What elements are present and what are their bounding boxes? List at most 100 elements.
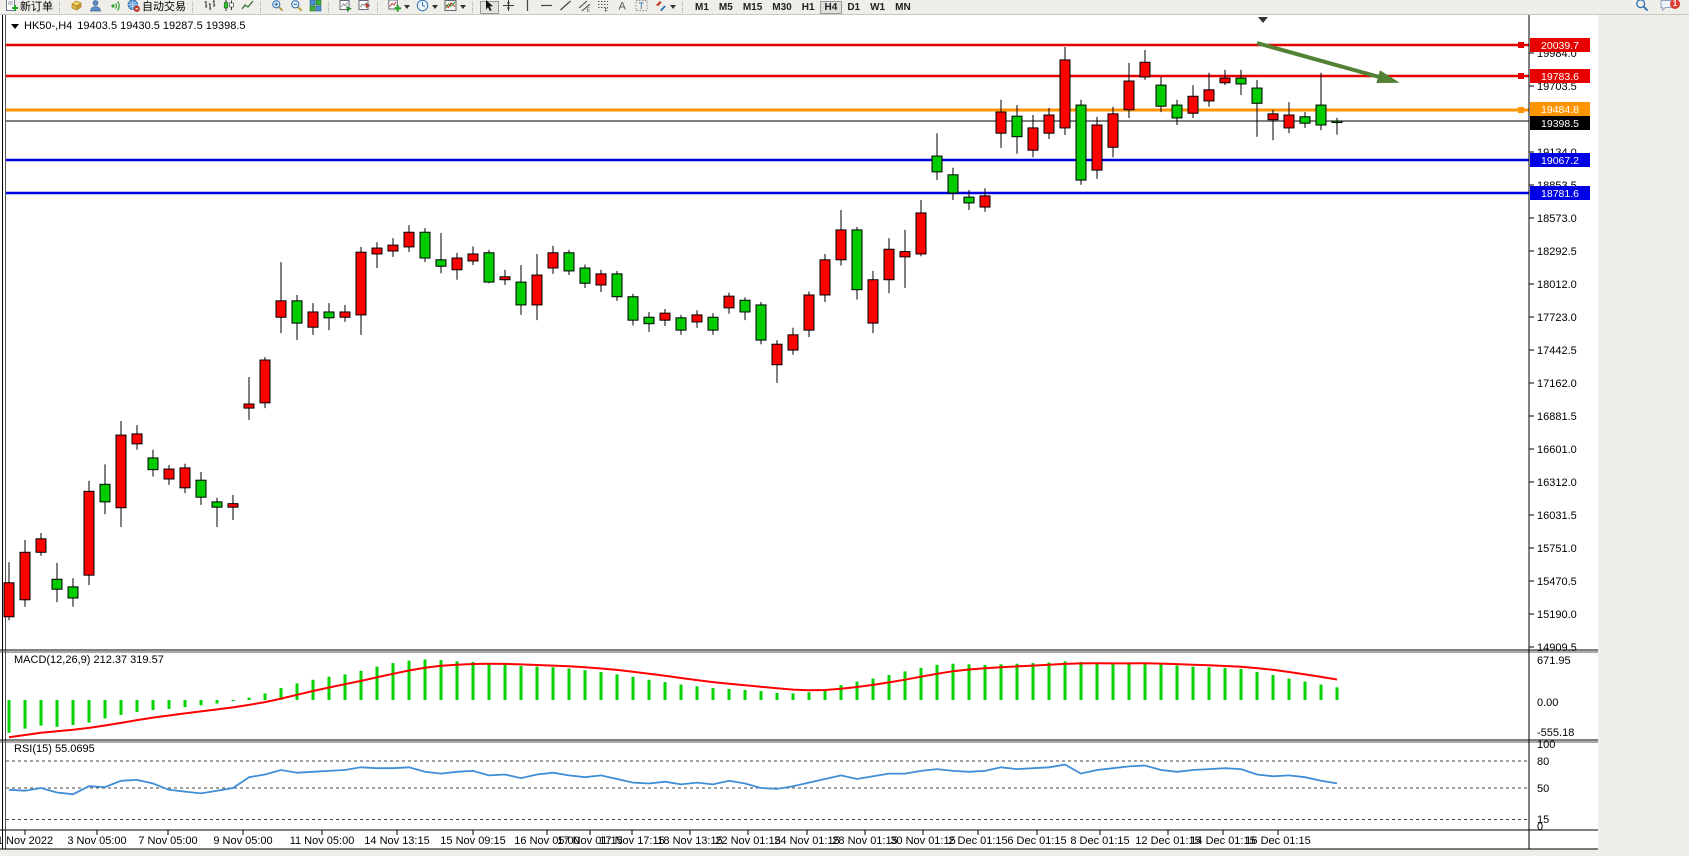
search-button[interactable] bbox=[1632, 0, 1652, 14]
rsi-panel bbox=[6, 760, 1529, 820]
candle bbox=[835, 229, 847, 261]
tf-m1-button[interactable]: M1 bbox=[690, 1, 714, 14]
svg-text:20039.7: 20039.7 bbox=[1541, 40, 1579, 52]
shapes-button[interactable] bbox=[651, 0, 679, 16]
contacts-button[interactable] bbox=[86, 0, 105, 16]
tf-w1-button[interactable]: W1 bbox=[865, 1, 890, 14]
channel-button[interactable]: E bbox=[575, 0, 594, 16]
line-handle[interactable] bbox=[1518, 73, 1524, 79]
periods-button[interactable] bbox=[413, 0, 441, 14]
candle bbox=[1075, 104, 1087, 181]
trendline-button[interactable] bbox=[556, 0, 575, 14]
indicators-button[interactable] bbox=[385, 0, 413, 16]
signal-icon bbox=[108, 0, 121, 16]
bar-chart-icon bbox=[203, 0, 216, 16]
line-chart-button[interactable] bbox=[238, 0, 257, 14]
tf-h1-button-label: H1 bbox=[801, 1, 815, 13]
candle bbox=[499, 276, 511, 281]
chart-shift-marker[interactable] bbox=[1258, 17, 1268, 23]
candle bbox=[1155, 84, 1167, 107]
svg-text:0: 0 bbox=[1537, 821, 1543, 833]
svg-text:19067.2: 19067.2 bbox=[1541, 155, 1579, 167]
candle bbox=[931, 155, 943, 173]
svg-text:3 Nov 05:00: 3 Nov 05:00 bbox=[67, 835, 126, 847]
person-icon bbox=[89, 0, 102, 16]
tf-mn-button[interactable]: MN bbox=[890, 1, 916, 14]
svg-text:17723.0: 17723.0 bbox=[1537, 312, 1577, 324]
candle bbox=[1315, 104, 1327, 126]
candle bbox=[1043, 114, 1055, 134]
zoom-out-button[interactable] bbox=[287, 0, 306, 14]
tile-windows-button[interactable] bbox=[306, 0, 325, 14]
svg-text:6 Dec 01:15: 6 Dec 01:15 bbox=[1007, 835, 1066, 847]
svg-text:19398.5: 19398.5 bbox=[1541, 118, 1579, 130]
market-button[interactable] bbox=[67, 0, 86, 14]
svg-text:E: E bbox=[587, 7, 591, 12]
crosshair-button[interactable] bbox=[499, 0, 518, 14]
candle bbox=[787, 334, 799, 351]
auto-trading-button[interactable]: 自动交易 bbox=[124, 0, 189, 16]
svg-text:17 Nov 01:15: 17 Nov 01:15 bbox=[557, 835, 622, 847]
candle bbox=[1203, 89, 1215, 102]
tf-h4-button[interactable]: H4 bbox=[819, 0, 843, 14]
hline-icon bbox=[540, 0, 553, 16]
toolbar-separator bbox=[328, 1, 333, 13]
candle bbox=[275, 300, 287, 318]
svg-text:A: A bbox=[619, 0, 627, 12]
globe-icon bbox=[127, 0, 140, 16]
signals-button[interactable] bbox=[105, 0, 124, 16]
svg-text:15470.5: 15470.5 bbox=[1537, 576, 1577, 588]
tf-h1-button[interactable]: H1 bbox=[797, 1, 820, 14]
svg-text:16031.5: 16031.5 bbox=[1537, 510, 1577, 522]
macd-signal-line bbox=[8, 662, 1338, 739]
chart-shift-button[interactable] bbox=[355, 0, 374, 14]
cursor-icon bbox=[483, 0, 496, 16]
trend-arrow[interactable] bbox=[1256, 41, 1400, 84]
chart-canvas[interactable]: 19984.019703.519134.018853.518573.018292… bbox=[0, 15, 1689, 856]
auto-scroll-button[interactable] bbox=[336, 0, 355, 14]
templates-button[interactable] bbox=[441, 0, 469, 16]
chart-symbol-period: HK50-,H4 bbox=[24, 20, 73, 32]
shapes-icon bbox=[654, 0, 667, 16]
bar-chart-button[interactable] bbox=[200, 0, 219, 16]
candle bbox=[803, 294, 815, 331]
candle bbox=[563, 252, 575, 272]
chat-button[interactable]: 1 bbox=[1656, 0, 1683, 14]
horizontal-lines[interactable] bbox=[6, 42, 1529, 195]
tf-mn-button-label: MN bbox=[895, 1, 911, 13]
label-button[interactable]: T bbox=[632, 0, 651, 14]
text-button[interactable]: A bbox=[613, 0, 632, 14]
tf-m5-button[interactable]: M5 bbox=[714, 1, 738, 14]
svg-text:1 Nov 2022: 1 Nov 2022 bbox=[0, 835, 53, 847]
fibonacci-button[interactable]: F bbox=[594, 0, 613, 14]
tf-m30-button[interactable]: M30 bbox=[767, 1, 796, 14]
vline-button[interactable] bbox=[518, 0, 537, 14]
line-handle[interactable] bbox=[1518, 42, 1524, 48]
candle bbox=[1171, 104, 1183, 119]
tf-m15-button[interactable]: M15 bbox=[738, 1, 767, 14]
svg-text:24 Nov 01:15: 24 Nov 01:15 bbox=[774, 835, 839, 847]
candle bbox=[243, 403, 255, 409]
candle bbox=[1299, 116, 1311, 124]
chart-collapse-icon[interactable] bbox=[11, 23, 19, 29]
template-icon bbox=[444, 0, 457, 16]
tf-m5-button-label: M5 bbox=[718, 1, 733, 13]
svg-text:18012.0: 18012.0 bbox=[1537, 279, 1577, 291]
indicators-icon bbox=[388, 0, 401, 16]
new-order-button[interactable]: 新订单 bbox=[2, 0, 56, 16]
svg-text:T: T bbox=[639, 1, 645, 11]
candle bbox=[179, 467, 191, 489]
time-axis[interactable]: 1 Nov 2022 3 Nov 05:00 7 Nov 05:00 9 Nov 05… bbox=[0, 830, 1311, 847]
candle bbox=[1091, 124, 1103, 171]
cursor-button[interactable] bbox=[480, 0, 499, 16]
channel-icon: E bbox=[578, 0, 591, 16]
svg-text:22 Nov 01:15: 22 Nov 01:15 bbox=[715, 835, 780, 847]
zoom-in-button[interactable] bbox=[268, 0, 287, 14]
new-order-icon bbox=[5, 0, 18, 16]
tf-d1-button[interactable]: D1 bbox=[842, 1, 865, 14]
hline-button[interactable] bbox=[537, 1, 556, 14]
candlestick-button[interactable] bbox=[219, 0, 238, 14]
svg-text:671.95: 671.95 bbox=[1537, 655, 1571, 667]
price-axis[interactable]: 19984.019703.519134.018853.518573.018292… bbox=[1529, 38, 1590, 833]
line-handle[interactable] bbox=[1518, 107, 1524, 113]
